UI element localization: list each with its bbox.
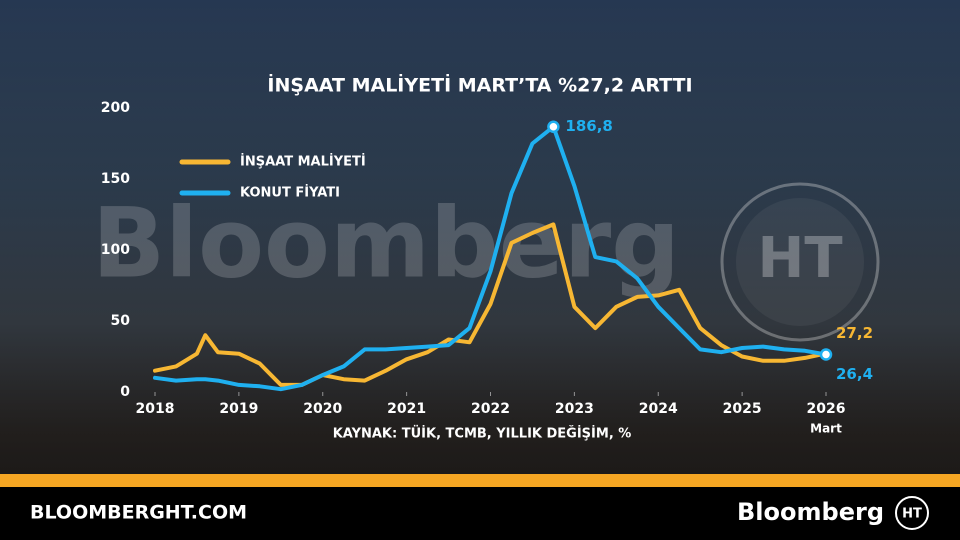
x-tick-label: 2023 xyxy=(555,401,594,417)
footer-brand: Bloomberg xyxy=(737,498,884,526)
background-shade xyxy=(0,0,960,474)
series-line xyxy=(153,124,828,392)
y-tick-label: 200 xyxy=(101,100,130,116)
data-label: 26,4 xyxy=(836,365,873,383)
x-tick-label: 2018 xyxy=(136,401,175,417)
point-marker xyxy=(819,348,833,361)
point-marker xyxy=(547,120,560,133)
y-tick-label: 0 xyxy=(120,384,130,400)
x-tick-label: 2019 xyxy=(219,401,258,417)
x-tick-label: 2020 xyxy=(303,401,342,417)
source: KAYNAK: TÜİK, TCMB, YILLIK DEĞİŞİM, % xyxy=(333,426,632,442)
y-tick-label: 50 xyxy=(111,313,131,329)
logo-text: HT xyxy=(757,226,842,291)
x-tick-label: 2022 xyxy=(471,401,510,417)
data-label: 186,8 xyxy=(565,117,612,135)
footer-bar xyxy=(0,487,960,540)
x-tick-label: 2026 xyxy=(807,401,846,417)
x-tick-label: 2021 xyxy=(387,401,426,417)
x-tick-label: 2024 xyxy=(639,401,678,417)
legend-label: İNŞAAT MALİYETİ xyxy=(240,154,366,170)
ht-logo-watermark: HT xyxy=(720,182,880,342)
series-line xyxy=(153,222,828,387)
x-note: Mart xyxy=(810,422,842,436)
legend-label: KONUT FİYATI xyxy=(240,185,340,201)
footer-logo xyxy=(895,496,929,530)
footer-stripe xyxy=(0,474,960,487)
chart-title: İNŞAAT MALİYETİ MART’TA %27,2 ARTTI xyxy=(267,73,692,97)
data-label: 27,2 xyxy=(836,324,873,342)
y-tick-label: 100 xyxy=(101,242,130,258)
footer-site: BLOOMBERGHT.COM xyxy=(30,502,247,524)
footer-logo-text: HT xyxy=(902,507,922,522)
x-tick-label: 2025 xyxy=(723,401,762,417)
y-tick-label: 150 xyxy=(101,171,130,187)
